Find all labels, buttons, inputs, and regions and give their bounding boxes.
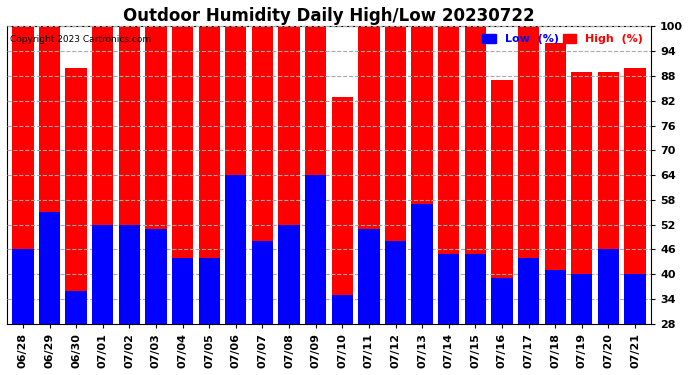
Bar (411, 27, 433, 324)
Bar (39, 212, 60, 324)
Bar (225, 175, 246, 324)
Bar (491, 80, 513, 324)
Bar (385, 241, 406, 324)
Bar (358, 229, 380, 324)
Bar (598, 72, 619, 324)
Bar (571, 274, 593, 324)
Bar (92, 27, 113, 324)
Bar (305, 175, 326, 324)
Bar (146, 229, 166, 324)
Bar (12, 249, 34, 324)
Bar (146, 27, 166, 324)
Bar (358, 27, 380, 324)
Bar (172, 27, 193, 324)
Bar (199, 27, 220, 324)
Bar (438, 27, 460, 324)
Bar (305, 27, 326, 324)
Bar (518, 27, 540, 324)
Bar (12, 27, 34, 324)
Bar (465, 27, 486, 324)
Bar (39, 27, 60, 324)
Bar (438, 254, 460, 324)
Bar (598, 249, 619, 324)
Bar (544, 270, 566, 324)
Bar (172, 258, 193, 324)
Bar (119, 27, 140, 324)
Bar (624, 274, 646, 324)
Bar (465, 254, 486, 324)
Bar (544, 43, 566, 324)
Bar (252, 241, 273, 324)
Bar (491, 278, 513, 324)
Bar (624, 68, 646, 324)
Bar (279, 27, 299, 324)
Bar (199, 258, 220, 324)
Text: Copyright 2023 Cartronics.com: Copyright 2023 Cartronics.com (10, 35, 151, 44)
Bar (518, 258, 540, 324)
Bar (119, 225, 140, 324)
Bar (225, 27, 246, 324)
Bar (66, 68, 87, 324)
Bar (66, 291, 87, 324)
Bar (332, 97, 353, 324)
Bar (411, 204, 433, 324)
Bar (92, 225, 113, 324)
Bar (571, 72, 593, 324)
Title: Outdoor Humidity Daily High/Low 20230722: Outdoor Humidity Daily High/Low 20230722 (124, 7, 535, 25)
Legend: Low  (%), High  (%): Low (%), High (%) (480, 32, 645, 46)
Bar (252, 27, 273, 324)
Bar (385, 27, 406, 324)
Bar (279, 225, 299, 324)
Bar (332, 295, 353, 324)
